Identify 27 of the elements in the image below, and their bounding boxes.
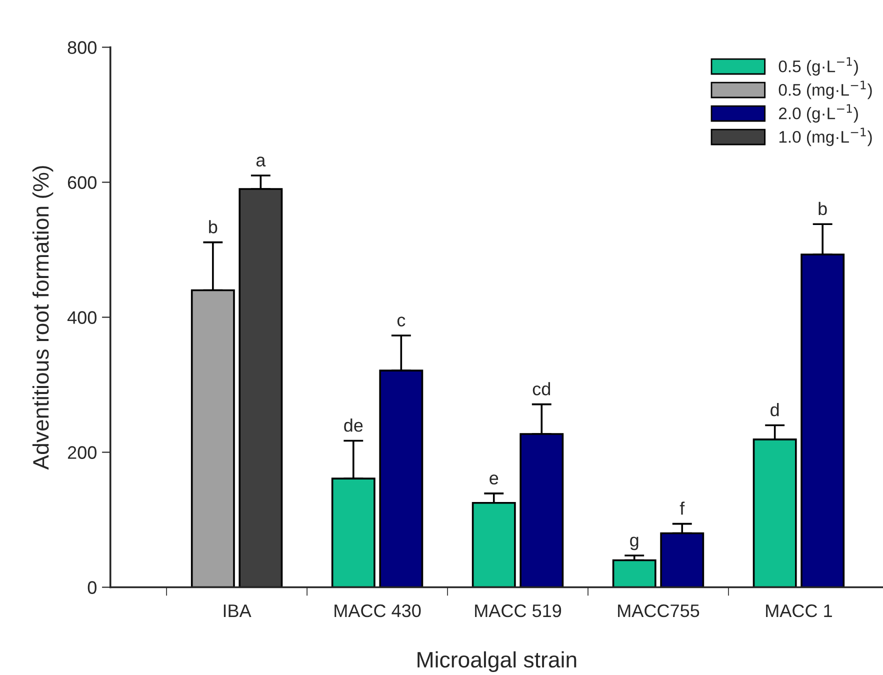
- annotation: c: [397, 316, 406, 327]
- legend-label: 1.0 (mg·L$^{−1}$): [779, 128, 872, 146]
- y-tick-label: 200: [68, 446, 96, 459]
- annotation: b: [209, 220, 218, 234]
- annotation: e: [490, 474, 498, 484]
- x-tick-label: IBA: [224, 604, 252, 617]
- annotation: de: [344, 418, 363, 432]
- annotation: cd: [532, 382, 550, 396]
- annotation: f: [680, 502, 685, 515]
- x-tick-label: MACC 519: [475, 604, 562, 618]
- y-tick-label: 0: [88, 581, 96, 594]
- y-tick-label: 800: [68, 41, 96, 54]
- y-axis-title: Adventitious root formation (%): [32, 166, 54, 470]
- legend-label: 0.5 (g·L$^{−1}$): [778, 57, 858, 76]
- annotation: a: [256, 156, 266, 167]
- legend-label: 2.0 (g·L$^{−1}$): [779, 104, 858, 123]
- x-tick-label: MACC 430: [334, 604, 421, 618]
- annotation: b: [818, 202, 827, 216]
- y-tick-label: 400: [67, 311, 96, 324]
- bar: [612, 559, 656, 588]
- x-tick-label: MACC 1: [766, 604, 832, 618]
- annotation: g: [630, 536, 638, 550]
- y-tick-label: 600: [68, 176, 96, 189]
- legend-label: 0.5 (mg·L$^{−1}$): [778, 80, 872, 100]
- x-tick-label: MACC755: [618, 604, 700, 618]
- annotation: d: [770, 403, 779, 416]
- x-axis-title: Microalgal strain: [418, 651, 576, 672]
